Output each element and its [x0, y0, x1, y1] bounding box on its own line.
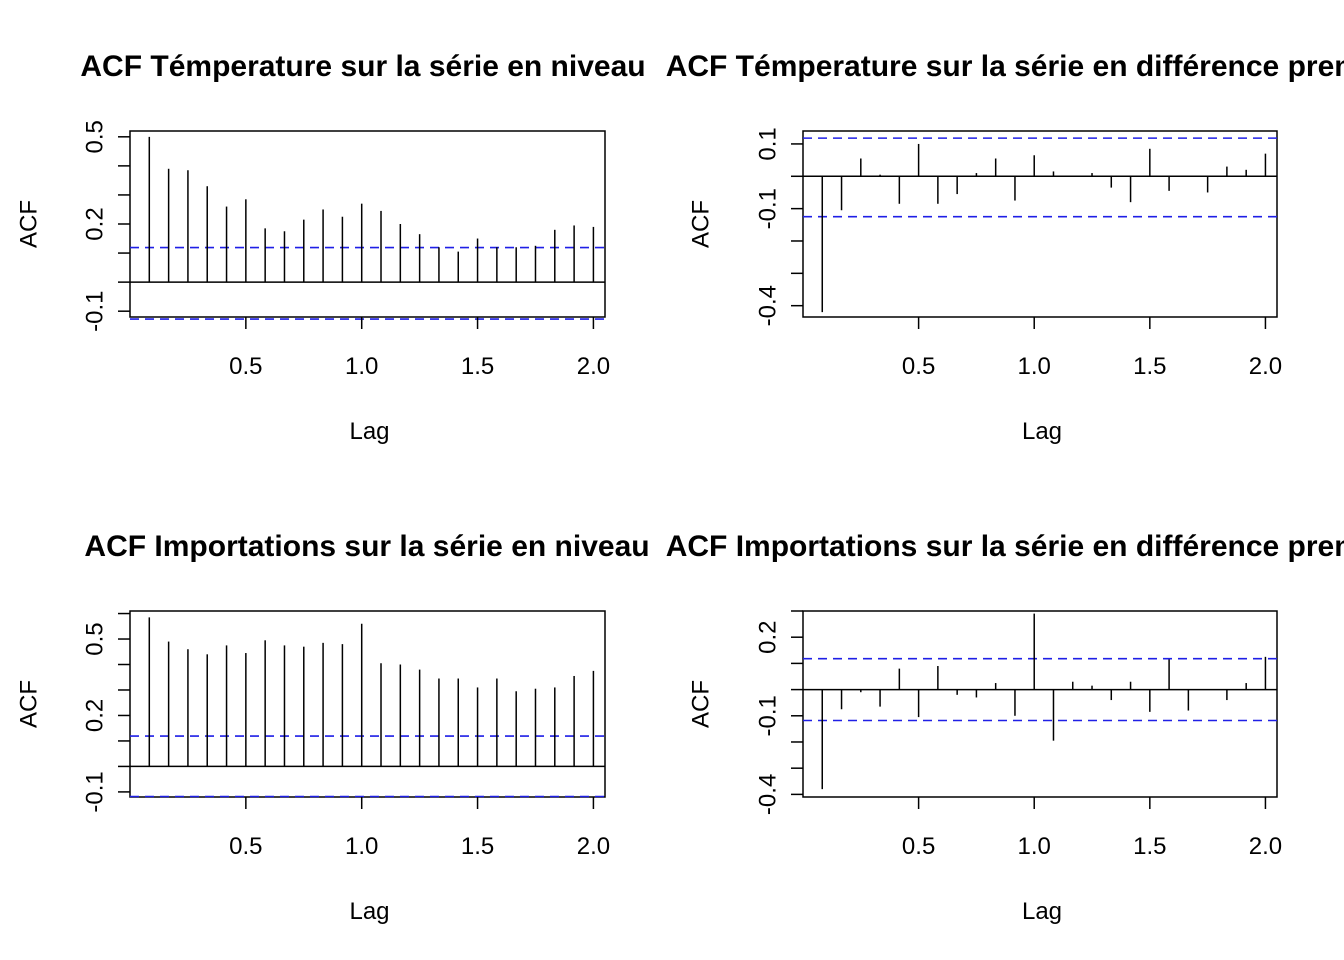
plot-frame [802, 610, 1278, 798]
x-tick-label: 1.0 [1018, 353, 1051, 380]
x-tick-label: 2.0 [1249, 833, 1282, 860]
chart-title: ACF Témperature sur la série en niveau [80, 50, 645, 83]
y-axis-label: ACF [687, 680, 714, 728]
y-axis-label: ACF [687, 200, 714, 248]
x-tick-label: 1.5 [1133, 833, 1166, 860]
x-tick-label: 0.5 [229, 353, 262, 380]
acf-panel-2: ACF Témperature sur la série en différen… [666, 50, 1344, 445]
x-axis-label: Lag [349, 418, 389, 445]
x-tick-label: 1.0 [345, 353, 378, 380]
x-tick-label: 1.0 [1018, 833, 1051, 860]
x-axis-label: Lag [1022, 418, 1062, 445]
y-tick-label: 0.1 [754, 127, 781, 160]
x-tick-label: 0.5 [902, 833, 935, 860]
y-tick-label: -0.1 [81, 291, 108, 332]
y-tick-label: 0.2 [81, 207, 108, 240]
x-axis-label: Lag [1022, 898, 1062, 925]
y-tick-label: 0.5 [81, 622, 108, 655]
y-tick-label: 0.2 [81, 699, 108, 732]
y-tick-label: 0.2 [754, 621, 781, 654]
plot-frame [129, 610, 606, 798]
chart-title: ACF Importations sur la série en niveau [84, 530, 649, 563]
x-tick-label: 2.0 [577, 353, 610, 380]
acf-panel-3: ACF Importations sur la série en niveau -… [15, 530, 649, 925]
y-tick-label: -0.4 [754, 774, 781, 815]
x-tick-label: 1.5 [461, 353, 494, 380]
chart-title: ACF Témperature sur la série en différen… [666, 50, 1344, 83]
chart-title: ACF Importations sur la série en différe… [666, 530, 1344, 563]
y-axis-label: ACF [15, 200, 42, 248]
y-tick-label: -0.1 [754, 695, 781, 736]
x-tick-label: 0.5 [902, 353, 935, 380]
x-tick-label: 1.0 [345, 833, 378, 860]
y-tick-label: -0.1 [81, 771, 108, 812]
y-tick-label: -0.4 [754, 285, 781, 326]
x-tick-label: 1.5 [1133, 353, 1166, 380]
plot-frame [802, 130, 1278, 318]
y-tick-label: 0.5 [81, 120, 108, 153]
plot-frame [129, 130, 606, 318]
x-tick-label: 2.0 [1249, 353, 1282, 380]
x-axis-label: Lag [349, 898, 389, 925]
x-tick-label: 0.5 [229, 833, 262, 860]
y-axis-label: ACF [15, 680, 42, 728]
x-tick-label: 2.0 [577, 833, 610, 860]
acf-panel-1: ACF Témperature sur la série en niveau -0… [15, 50, 645, 445]
y-tick-label: -0.1 [754, 188, 781, 229]
acf-panel-4: ACF Importations sur la série en différe… [666, 530, 1344, 925]
x-tick-label: 1.5 [461, 833, 494, 860]
